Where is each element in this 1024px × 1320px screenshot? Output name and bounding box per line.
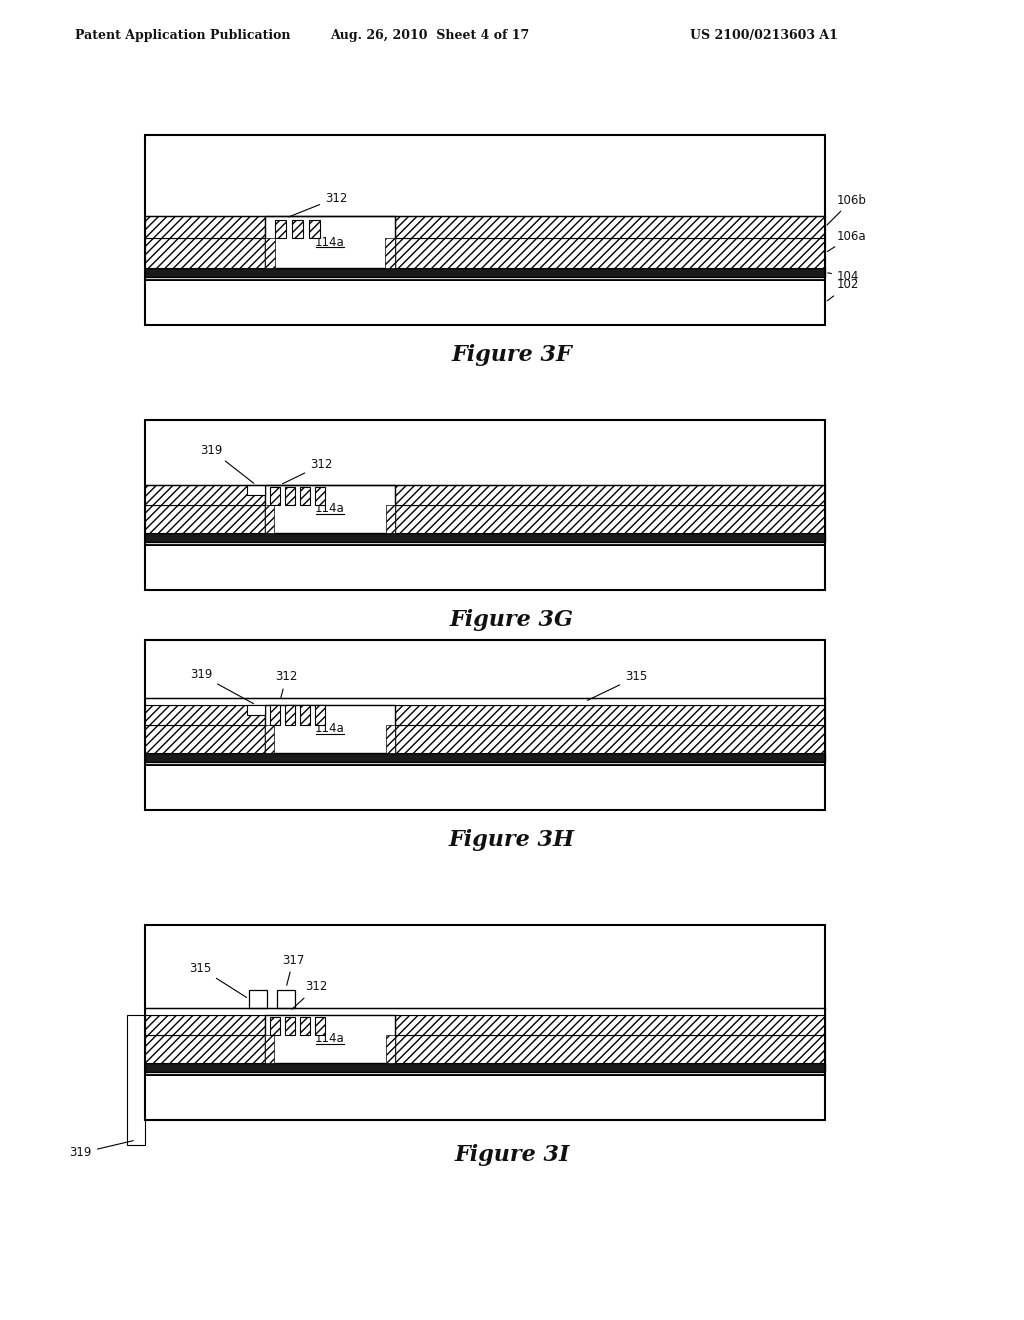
Bar <box>265 484 395 533</box>
Bar <box>145 1074 825 1119</box>
Text: 312: 312 <box>275 671 297 698</box>
Bar <box>145 506 265 533</box>
Bar <box>145 725 265 752</box>
Bar <box>127 1015 145 1144</box>
Bar <box>386 506 395 533</box>
Bar <box>145 1015 265 1035</box>
Text: 319: 319 <box>70 1140 133 1159</box>
Text: 317: 317 <box>282 953 304 985</box>
Text: 312: 312 <box>289 191 347 216</box>
Bar <box>145 533 825 543</box>
Bar <box>145 1008 825 1015</box>
Text: 312: 312 <box>283 458 333 484</box>
Bar <box>145 925 825 1119</box>
Bar <box>145 135 825 325</box>
Text: 319: 319 <box>190 668 254 704</box>
Bar <box>249 990 267 1008</box>
Text: 315: 315 <box>189 961 247 998</box>
Bar <box>285 1016 295 1035</box>
Bar <box>270 487 280 506</box>
Bar <box>315 705 325 725</box>
Bar <box>145 766 825 810</box>
Bar <box>395 1015 825 1035</box>
Bar <box>270 1016 280 1035</box>
Bar <box>270 705 280 725</box>
Text: 114a: 114a <box>315 235 345 248</box>
Bar <box>300 1016 310 1035</box>
Bar <box>145 484 265 506</box>
Bar <box>265 238 395 268</box>
Text: 104: 104 <box>827 269 859 282</box>
Text: 114a: 114a <box>315 1032 345 1045</box>
Bar <box>265 1035 395 1063</box>
Bar <box>265 725 395 752</box>
Bar <box>300 705 310 725</box>
Bar <box>275 220 286 238</box>
Bar <box>315 487 325 506</box>
Bar <box>265 216 395 268</box>
Bar <box>395 506 825 533</box>
Bar <box>265 506 395 533</box>
Bar <box>395 216 825 238</box>
Bar <box>278 990 295 1008</box>
Bar <box>309 220 319 238</box>
Bar <box>145 705 265 725</box>
Bar <box>265 1015 395 1063</box>
Text: 312: 312 <box>292 981 328 1008</box>
Text: Aug. 26, 2010  Sheet 4 of 17: Aug. 26, 2010 Sheet 4 of 17 <box>331 29 529 41</box>
Text: Figure 3G: Figure 3G <box>450 609 574 631</box>
Bar <box>247 484 265 495</box>
Bar <box>145 545 825 590</box>
Text: 315: 315 <box>588 671 647 701</box>
Bar <box>265 1035 274 1063</box>
Bar <box>145 238 265 268</box>
Text: 106b: 106b <box>827 194 867 224</box>
Bar <box>145 698 825 705</box>
Text: Patent Application Publication: Patent Application Publication <box>75 29 291 41</box>
Text: 114a: 114a <box>315 722 345 735</box>
Text: 114a: 114a <box>315 503 345 516</box>
Bar <box>386 725 395 752</box>
Text: 106a: 106a <box>827 230 866 252</box>
Text: Figure 3H: Figure 3H <box>449 829 575 851</box>
Bar <box>247 705 265 715</box>
Bar <box>285 487 295 506</box>
Bar <box>285 705 295 725</box>
Bar <box>145 752 825 762</box>
Bar <box>265 238 275 268</box>
Bar <box>395 705 825 725</box>
Text: US 2100/0213603 A1: US 2100/0213603 A1 <box>690 29 838 41</box>
Bar <box>145 420 825 590</box>
Bar <box>395 725 825 752</box>
Text: Figure 3I: Figure 3I <box>455 1144 569 1166</box>
Bar <box>145 640 825 810</box>
Bar <box>265 506 274 533</box>
Text: Figure 3F: Figure 3F <box>452 345 572 366</box>
Bar <box>265 725 274 752</box>
Bar <box>386 1035 395 1063</box>
Bar <box>385 238 395 268</box>
Bar <box>292 220 303 238</box>
Bar <box>300 487 310 506</box>
Text: 319: 319 <box>200 444 254 483</box>
Bar <box>145 268 825 277</box>
Bar <box>395 1035 825 1063</box>
Bar <box>315 1016 325 1035</box>
Text: 102: 102 <box>827 279 859 301</box>
Bar <box>145 216 265 238</box>
Bar <box>265 705 395 752</box>
Bar <box>395 238 825 268</box>
Bar <box>145 1063 825 1072</box>
Bar <box>395 484 825 506</box>
Bar <box>145 1035 265 1063</box>
Bar <box>145 280 825 325</box>
